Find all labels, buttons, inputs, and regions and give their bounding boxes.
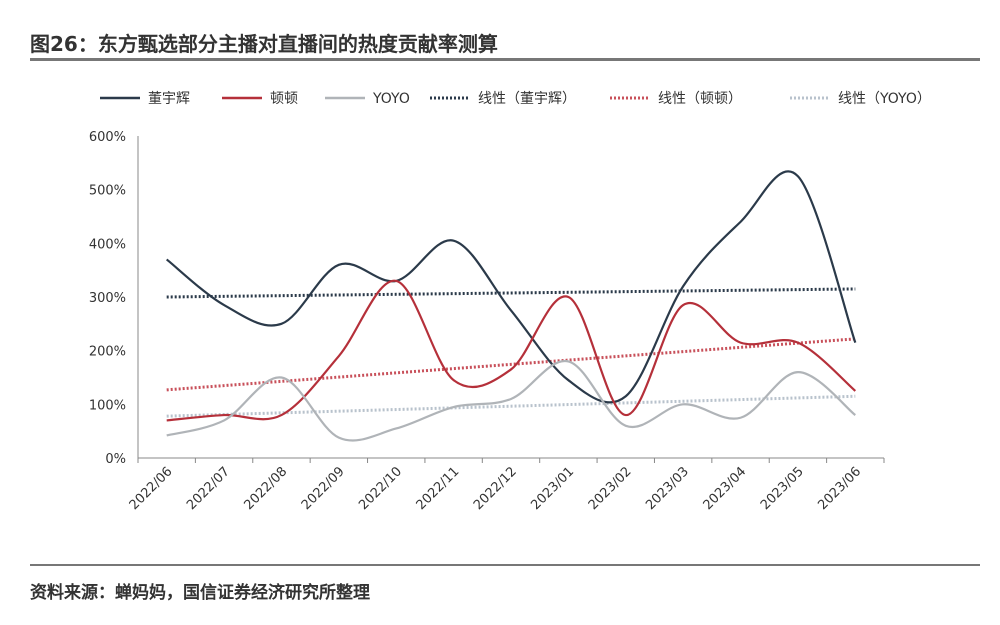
x-tick-label: 2022/07 <box>184 464 233 513</box>
y-tick-label: 400% <box>89 237 126 252</box>
x-tick-label: 2022/06 <box>127 464 176 513</box>
trendline <box>166 394 856 418</box>
footer-divider <box>30 564 980 566</box>
x-tick-label: 2023/04 <box>701 464 750 513</box>
legend-label: YOYO <box>372 91 410 107</box>
legend-label: 线性（董宇辉） <box>478 91 576 107</box>
trendline <box>166 287 856 299</box>
y-tick-label: 100% <box>89 398 126 413</box>
series-line <box>166 360 857 442</box>
x-tick-label: 2022/10 <box>356 464 405 513</box>
x-tick-label: 2022/12 <box>471 464 520 513</box>
series-line <box>166 279 857 422</box>
x-tick-label: 2023/01 <box>528 464 577 513</box>
trendline <box>166 337 856 392</box>
y-tick-label: 300% <box>89 291 126 306</box>
legend-label: 顿顿 <box>270 91 298 107</box>
legend-label: 线性（YOYO） <box>838 91 931 107</box>
x-tick-label: 2022/09 <box>299 464 348 513</box>
y-tick-label: 500% <box>89 184 126 199</box>
y-tick-label: 0% <box>105 452 126 467</box>
chart-title: 图26：东方甄选部分主播对直播间的热度贡献率测算 <box>30 32 498 56</box>
x-tick-label: 2023/06 <box>815 464 864 513</box>
title-divider <box>30 58 980 61</box>
y-tick-label: 200% <box>89 345 126 360</box>
x-tick-label: 2023/05 <box>758 464 807 513</box>
x-tick-label: 2023/03 <box>643 464 692 513</box>
legend-label: 线性（顿顿） <box>658 91 742 107</box>
x-tick-label: 2022/08 <box>241 464 290 513</box>
legend-label: 董宇辉 <box>148 91 190 107</box>
source-note: 资料来源：蝉妈妈，国信证券经济研究所整理 <box>30 583 370 603</box>
x-tick-label: 2023/02 <box>586 464 635 513</box>
x-tick-label: 2022/11 <box>414 464 463 513</box>
y-tick-label: 600% <box>89 130 126 145</box>
series-line <box>166 170 857 404</box>
